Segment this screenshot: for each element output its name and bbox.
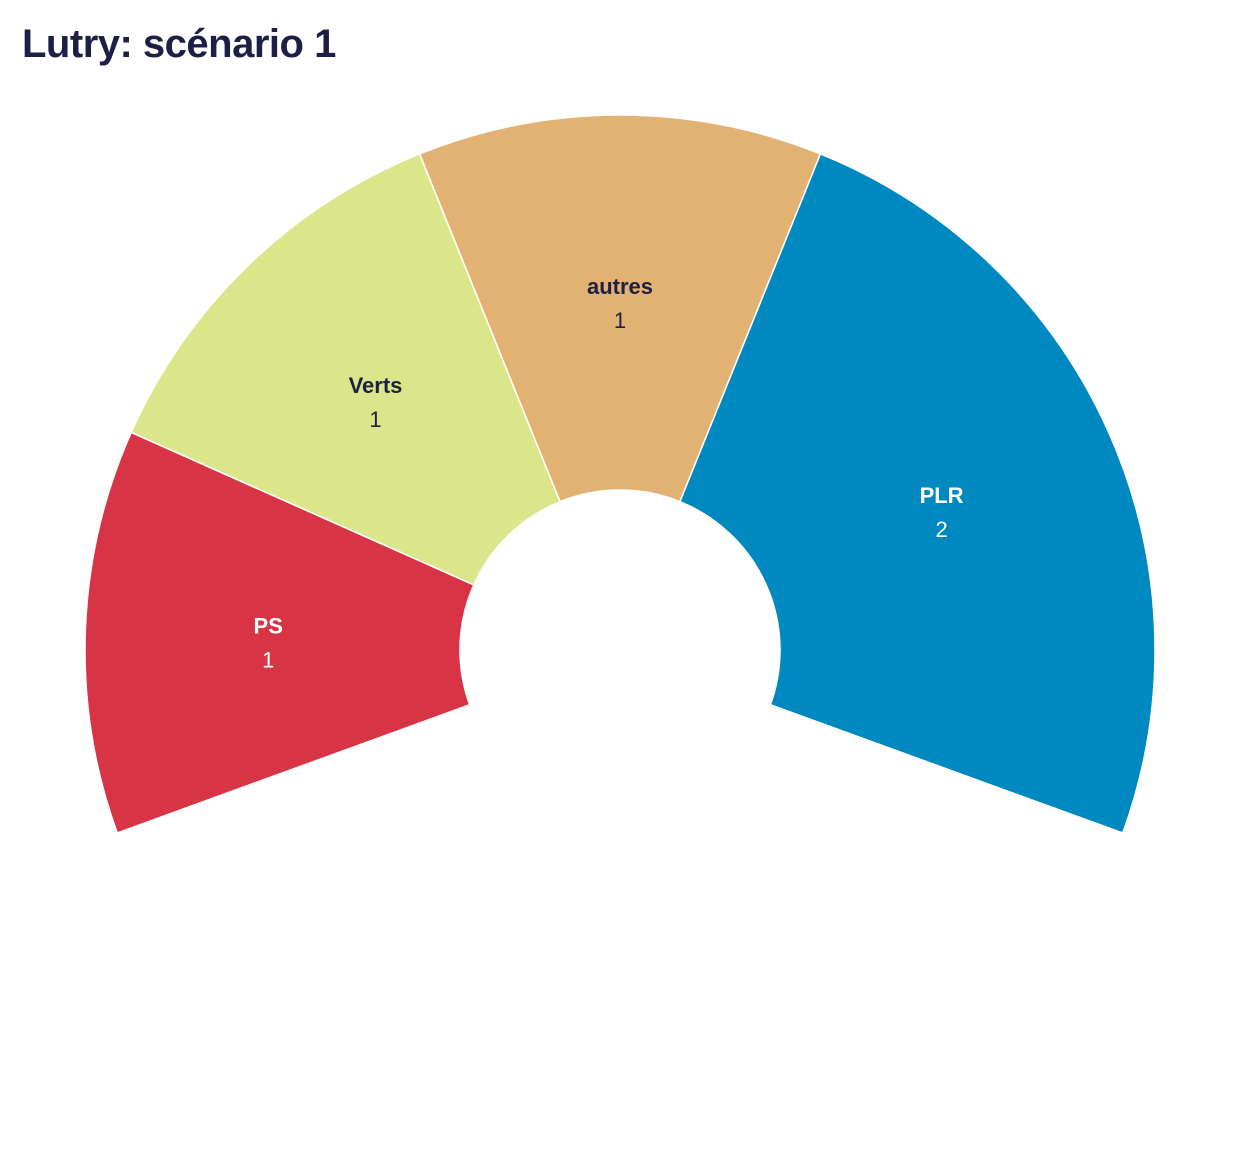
segment-label-ps: PS xyxy=(254,614,283,639)
segment-autres xyxy=(418,114,822,503)
segment-value-autres: 1 xyxy=(614,308,626,333)
segment-ps xyxy=(84,431,475,834)
segment-verts xyxy=(130,152,562,586)
segment-label-autres: autres xyxy=(587,274,653,299)
chart-title: Lutry: scénario 1 xyxy=(22,22,336,66)
segment-value-ps: 1 xyxy=(262,648,274,673)
segment-label-verts: Verts xyxy=(349,373,403,398)
segment-plr xyxy=(678,152,1156,834)
segment-value-verts: 1 xyxy=(369,407,381,432)
segment-label-plr: PLR xyxy=(920,483,964,508)
chart-labels: PS 1 Verts 1 autres 1 PLR 2 xyxy=(254,274,964,673)
segment-value-plr: 2 xyxy=(935,517,947,542)
chart-segments xyxy=(84,114,1156,834)
